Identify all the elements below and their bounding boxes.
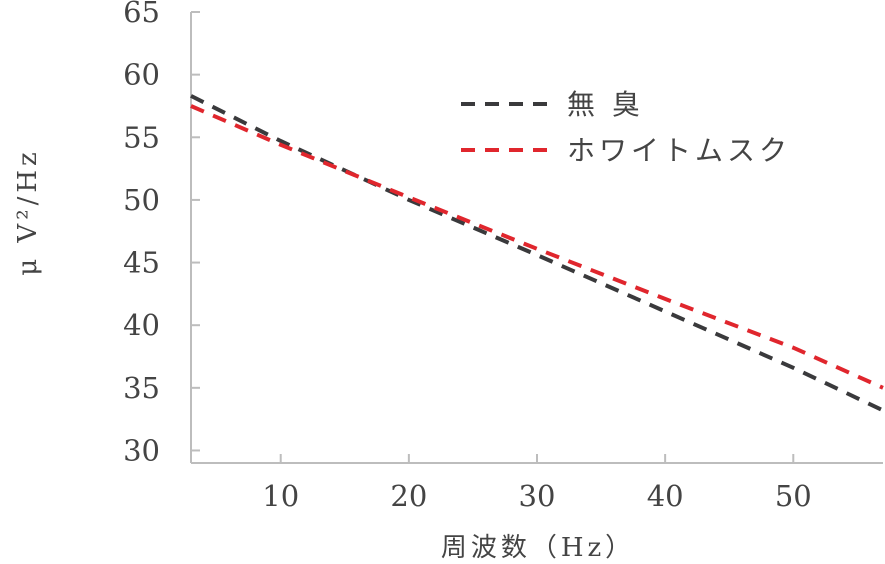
y-tick-label: 50 <box>123 183 160 217</box>
series-lines <box>190 94 884 413</box>
tick-labels: 30 35 40 45 50 55 60 65 10 20 30 40 50 <box>123 0 812 513</box>
y-tick-label: 45 <box>123 246 160 280</box>
x-tick-label: 30 <box>519 479 556 513</box>
x-tick-label: 40 <box>647 479 684 513</box>
axes <box>190 11 883 464</box>
series-line-2 <box>190 104 884 390</box>
x-axis-label: 周波数（Hz） <box>441 533 635 563</box>
y-tick-label: 35 <box>123 371 160 405</box>
x-tick-label: 20 <box>390 479 427 513</box>
y-axis-label: μ V²/Hz <box>13 148 43 276</box>
y-tick-label: 55 <box>123 120 160 154</box>
legend-label-1: 無 臭 <box>567 88 644 121</box>
x-tick-label: 50 <box>775 479 812 513</box>
series-line-1 <box>190 94 884 413</box>
y-tick-label: 60 <box>123 58 160 92</box>
legend-label-2: ホワイトムスク <box>567 134 791 167</box>
y-tick-label: 30 <box>123 433 160 467</box>
y-tick-label: 40 <box>123 308 160 342</box>
x-tick-label: 10 <box>262 479 299 513</box>
y-tick-label: 65 <box>123 0 160 29</box>
